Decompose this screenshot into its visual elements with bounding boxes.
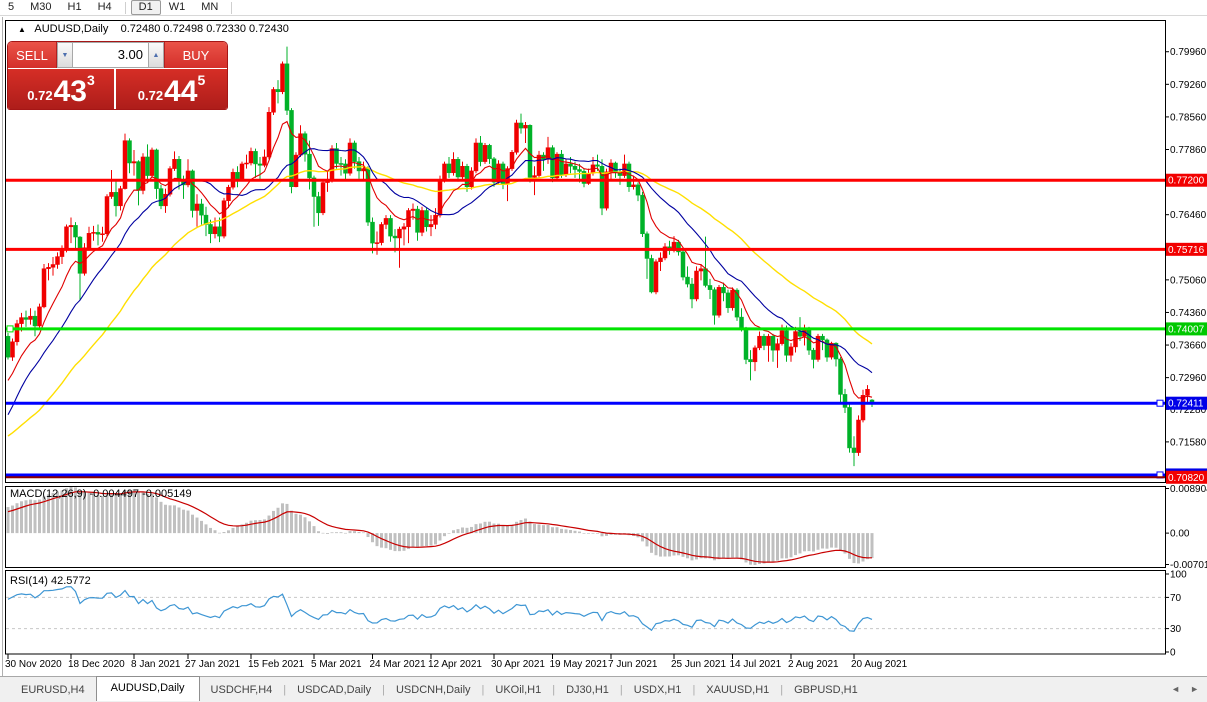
svg-text:100: 100: [1170, 570, 1187, 581]
tab-scroll-left-icon[interactable]: ◄: [1171, 684, 1181, 694]
toolbar-separator: [124, 1, 126, 14]
svg-text:0.74007: 0.74007: [1168, 324, 1205, 335]
tab-audusd-daily[interactable]: AUDUSD,Daily: [95, 676, 200, 701]
collapse-triangle-icon[interactable]: ▲: [18, 25, 26, 34]
volume-decrease-button[interactable]: ▼: [57, 42, 73, 68]
timeframe-button-mn[interactable]: MN: [201, 1, 219, 13]
svg-text:0.00: 0.00: [1170, 529, 1190, 540]
svg-text:5 Mar 2021: 5 Mar 2021: [311, 659, 362, 670]
timeframe-button-w1[interactable]: W1: [168, 1, 186, 13]
volume-increase-button[interactable]: ▲: [148, 42, 164, 68]
hline-objects-layer: [6, 178, 1165, 479]
svg-text:0.75716: 0.75716: [1168, 245, 1205, 256]
timeframe-button-h4[interactable]: H4: [97, 1, 112, 13]
svg-text:30 Nov 2020: 30 Nov 2020: [5, 659, 62, 670]
tab-separator: |: [619, 684, 623, 696]
svg-text:0.77860: 0.77860: [1170, 145, 1207, 156]
timeframe-toolbar: 5 M30 H1 H4 D1 W1 MN: [0, 0, 1207, 16]
svg-text:19 May 2021: 19 May 2021: [550, 659, 608, 670]
svg-text:0: 0: [1170, 648, 1176, 659]
svg-text:30 Apr 2021: 30 Apr 2021: [491, 659, 545, 670]
chart-canvas[interactable]: 0.79960 0.79260 0.78560 0.77860 0.76460 0.750…: [0, 0, 1207, 686]
symbol-tab-bar: EURUSD,H4 AUDUSD,Daily USDCHF,H4 | USDCAD,Da…: [0, 676, 1207, 702]
tab-usdcnh-daily[interactable]: USDCNH,Daily: [395, 684, 471, 696]
tab-scroll-right-icon[interactable]: ►: [1190, 684, 1199, 694]
tab-separator: |: [692, 684, 696, 696]
moving-averages-layer: [7, 120, 873, 437]
chart-symbol-label: AUDUSD,Daily: [34, 23, 109, 35]
svg-text:0.74360: 0.74360: [1170, 308, 1207, 319]
timeframe-button-5[interactable]: 5: [8, 1, 15, 13]
tab-usdcad-daily[interactable]: USDCAD,Daily: [297, 684, 372, 696]
svg-text:0.77200: 0.77200: [1168, 176, 1205, 187]
tab-separator: |: [481, 684, 485, 696]
tab-separator: |: [283, 684, 287, 696]
svg-text:0.73660: 0.73660: [1170, 341, 1207, 352]
buy-price-prefix: 0.72: [137, 88, 164, 103]
svg-text:8 Jan 2021: 8 Jan 2021: [131, 659, 181, 670]
svg-text:25 Jun 2021: 25 Jun 2021: [671, 659, 726, 670]
macd-indicator-label: MACD(12,26,9) -0.004497 -0.005149: [10, 488, 192, 500]
timeframe-button-h1[interactable]: H1: [67, 1, 82, 13]
svg-text:30: 30: [1170, 624, 1182, 635]
tab-dj30-h1[interactable]: DJ30,H1: [566, 684, 609, 696]
tab-separator: |: [382, 684, 385, 696]
tab-gbpusd-h1[interactable]: GBPUSD,H1: [794, 684, 858, 696]
svg-text:0.72411: 0.72411: [1168, 399, 1204, 410]
svg-text:0.78560: 0.78560: [1170, 112, 1207, 123]
tab-scroll-nav: ◄ ►: [1171, 684, 1199, 694]
sell-price-button[interactable]: 0.72 43 3: [8, 69, 114, 109]
svg-text:0.72280: 0.72280: [1170, 405, 1207, 416]
date-axis: 30 Nov 2020 18 Dec 2020 8 Jan 2021 27 Jan 2…: [5, 654, 908, 670]
tab-eurusd-h4[interactable]: EURUSD,H4: [21, 684, 85, 696]
sell-price-pip-digit: 3: [86, 72, 95, 88]
svg-text:70: 70: [1170, 593, 1182, 604]
svg-text:20 Aug 2021: 20 Aug 2021: [851, 659, 908, 670]
svg-text:0.79260: 0.79260: [1170, 80, 1207, 91]
svg-text:14 Jul 2021: 14 Jul 2021: [730, 659, 782, 670]
tab-usdx-h1[interactable]: USDX,H1: [633, 684, 682, 696]
tab-xauusd-h1[interactable]: XAUUSD,H1: [706, 684, 770, 696]
tab-separator: |: [552, 684, 556, 696]
buy-button[interactable]: BUY: [164, 42, 227, 68]
svg-text:7 Jun 2021: 7 Jun 2021: [608, 659, 658, 670]
svg-text:0.76460: 0.76460: [1170, 210, 1207, 221]
buy-price-pip-digit: 5: [197, 72, 206, 88]
svg-text:0.71580: 0.71580: [1170, 437, 1207, 448]
rsi-indicator-label: RSI(14) 42.5772: [10, 575, 91, 587]
svg-text:0.70820: 0.70820: [1168, 473, 1205, 484]
svg-text:0.008904: 0.008904: [1170, 484, 1207, 495]
sell-price-big-digits: 43: [53, 75, 87, 108]
macd-panel: 0.008904 0.00 -0.007012: [6, 484, 1207, 571]
timeframe-button-d1[interactable]: D1: [130, 0, 161, 15]
buy-price-big-digits: 44: [164, 75, 198, 108]
svg-text:0.72960: 0.72960: [1170, 373, 1207, 384]
tab-separator: |: [780, 684, 784, 696]
svg-text:0.75060: 0.75060: [1170, 275, 1207, 286]
tab-usdchf-h4[interactable]: USDCHF,H4: [210, 684, 273, 696]
volume-input[interactable]: 3.00: [73, 42, 148, 68]
svg-text:27 Jan 2021: 27 Jan 2021: [185, 659, 240, 670]
svg-text:2 Aug 2021: 2 Aug 2021: [788, 659, 839, 670]
svg-text:18 Dec 2020: 18 Dec 2020: [68, 659, 125, 670]
one-click-trade-panel: SELL ▼ 3.00 ▲ BUY 0.72 43 3 0.72 44 5: [8, 42, 227, 109]
chart-ohlc-values: 0.72480 0.72498 0.72330 0.72430: [120, 23, 289, 35]
tab-ukoil-h1[interactable]: UKOil,H1: [495, 684, 542, 696]
sell-price-prefix: 0.72: [27, 88, 53, 103]
toolbar-separator: [231, 1, 233, 14]
rsi-panel: 100 70 30 0: [6, 570, 1187, 659]
timeframe-button-m30[interactable]: M30: [30, 1, 52, 13]
chart-title: ▲ AUDUSD,Daily 0.72480 0.72498 0.72330 0…: [18, 23, 289, 35]
buy-price-button[interactable]: 0.72 44 5: [116, 69, 227, 109]
svg-text:0.79960: 0.79960: [1170, 47, 1207, 58]
price-scale: 0.79960 0.79260 0.78560 0.77860 0.76460 0.750…: [1165, 47, 1207, 484]
svg-text:24 Mar 2021: 24 Mar 2021: [370, 659, 427, 670]
sell-button[interactable]: SELL: [8, 42, 57, 68]
svg-text:-0.007012: -0.007012: [1170, 560, 1207, 571]
svg-text:12 Apr 2021: 12 Apr 2021: [428, 659, 482, 670]
svg-text:15 Feb 2021: 15 Feb 2021: [248, 659, 305, 670]
